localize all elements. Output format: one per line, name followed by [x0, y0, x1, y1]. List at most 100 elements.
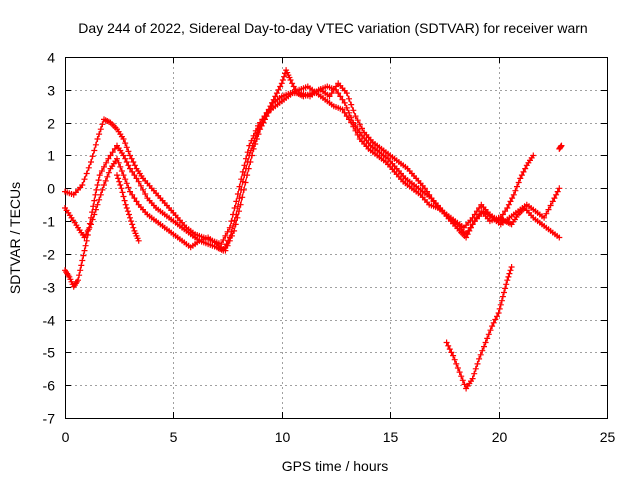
data-point [476, 205, 483, 211]
data-point [257, 126, 264, 133]
x-tick-label: 10 [275, 429, 291, 445]
data-point [120, 193, 127, 200]
data-point [97, 191, 104, 198]
data-point [79, 182, 86, 188]
data-point [234, 191, 241, 197]
data-point [124, 208, 131, 215]
data-point [497, 301, 504, 308]
data-point [126, 211, 132, 218]
data-point [96, 196, 103, 203]
data-point [236, 183, 243, 190]
data-point [356, 129, 363, 136]
data-point [490, 319, 497, 326]
y-tick-label: -7 [43, 411, 56, 427]
data-point [246, 142, 253, 149]
data-point [458, 373, 465, 380]
x-tick-label: 25 [600, 429, 616, 445]
y-tick-label: 3 [47, 83, 55, 99]
data-point [142, 191, 149, 197]
data-point [553, 191, 560, 198]
series-line [64, 85, 560, 245]
data-point [85, 164, 92, 171]
data-point [477, 351, 484, 358]
data-point [507, 198, 514, 205]
data-point [481, 343, 487, 350]
data-point [137, 182, 144, 189]
data-point [558, 142, 565, 149]
data-point [114, 155, 120, 162]
data-point [451, 356, 458, 363]
data-point [247, 159, 254, 165]
data-point [255, 122, 261, 129]
data-point [228, 218, 235, 225]
data-point [109, 149, 116, 156]
data-point [218, 241, 225, 248]
data-point [129, 191, 136, 198]
data-point [82, 242, 89, 249]
data-point [244, 172, 251, 179]
data-point [95, 177, 102, 184]
data-point [122, 176, 129, 183]
data-point [118, 185, 125, 192]
data-point [92, 141, 99, 148]
data-point [86, 224, 93, 231]
plot-frame [65, 57, 608, 419]
data-point [245, 165, 252, 172]
data-point [554, 188, 561, 195]
data-point [352, 113, 359, 120]
data-point [497, 214, 504, 221]
data-point [496, 305, 503, 312]
data-point [459, 377, 466, 384]
data-point [543, 210, 550, 217]
data-point [354, 126, 361, 133]
data-point [499, 211, 506, 218]
data-point [133, 175, 140, 182]
data-point [541, 214, 548, 221]
data-point [117, 163, 124, 170]
data-point [337, 93, 344, 100]
data-point [115, 175, 122, 182]
data-point [120, 172, 127, 179]
series-track-1 [62, 67, 563, 290]
data-point [343, 104, 350, 111]
data-point [131, 172, 138, 179]
data-point [119, 189, 126, 196]
data-point [120, 152, 127, 159]
data-point [237, 201, 244, 208]
data-point [556, 234, 563, 241]
data-point [469, 214, 476, 221]
data-point [549, 198, 556, 205]
x-tick-label: 0 [62, 429, 70, 445]
data-point [226, 237, 233, 244]
data-point [517, 175, 524, 182]
data-point [81, 234, 88, 241]
data-point [230, 211, 236, 218]
data-point [348, 114, 355, 121]
x-tick-label: 15 [383, 429, 399, 445]
data-point [350, 107, 357, 114]
data-point [125, 184, 132, 191]
data-point [359, 125, 365, 132]
data-point [99, 186, 106, 193]
y-tick-label: 0 [47, 181, 55, 197]
data-point [242, 179, 249, 186]
series-track-3 [62, 83, 563, 248]
data-point [90, 203, 97, 210]
data-point [130, 224, 137, 231]
data-point [252, 127, 259, 134]
data-point [508, 264, 515, 270]
data-point [494, 313, 500, 320]
data-point [454, 365, 461, 371]
data-point [121, 197, 128, 204]
data-point [129, 221, 136, 228]
series-track-5 [443, 264, 515, 392]
data-point [224, 228, 231, 235]
y-tick-label: -5 [43, 345, 56, 361]
data-point [75, 277, 81, 284]
data-point [509, 195, 516, 202]
data-point [97, 126, 104, 133]
data-point [352, 122, 359, 129]
data-point [472, 365, 479, 372]
data-point [105, 169, 112, 176]
data-point [89, 153, 96, 160]
